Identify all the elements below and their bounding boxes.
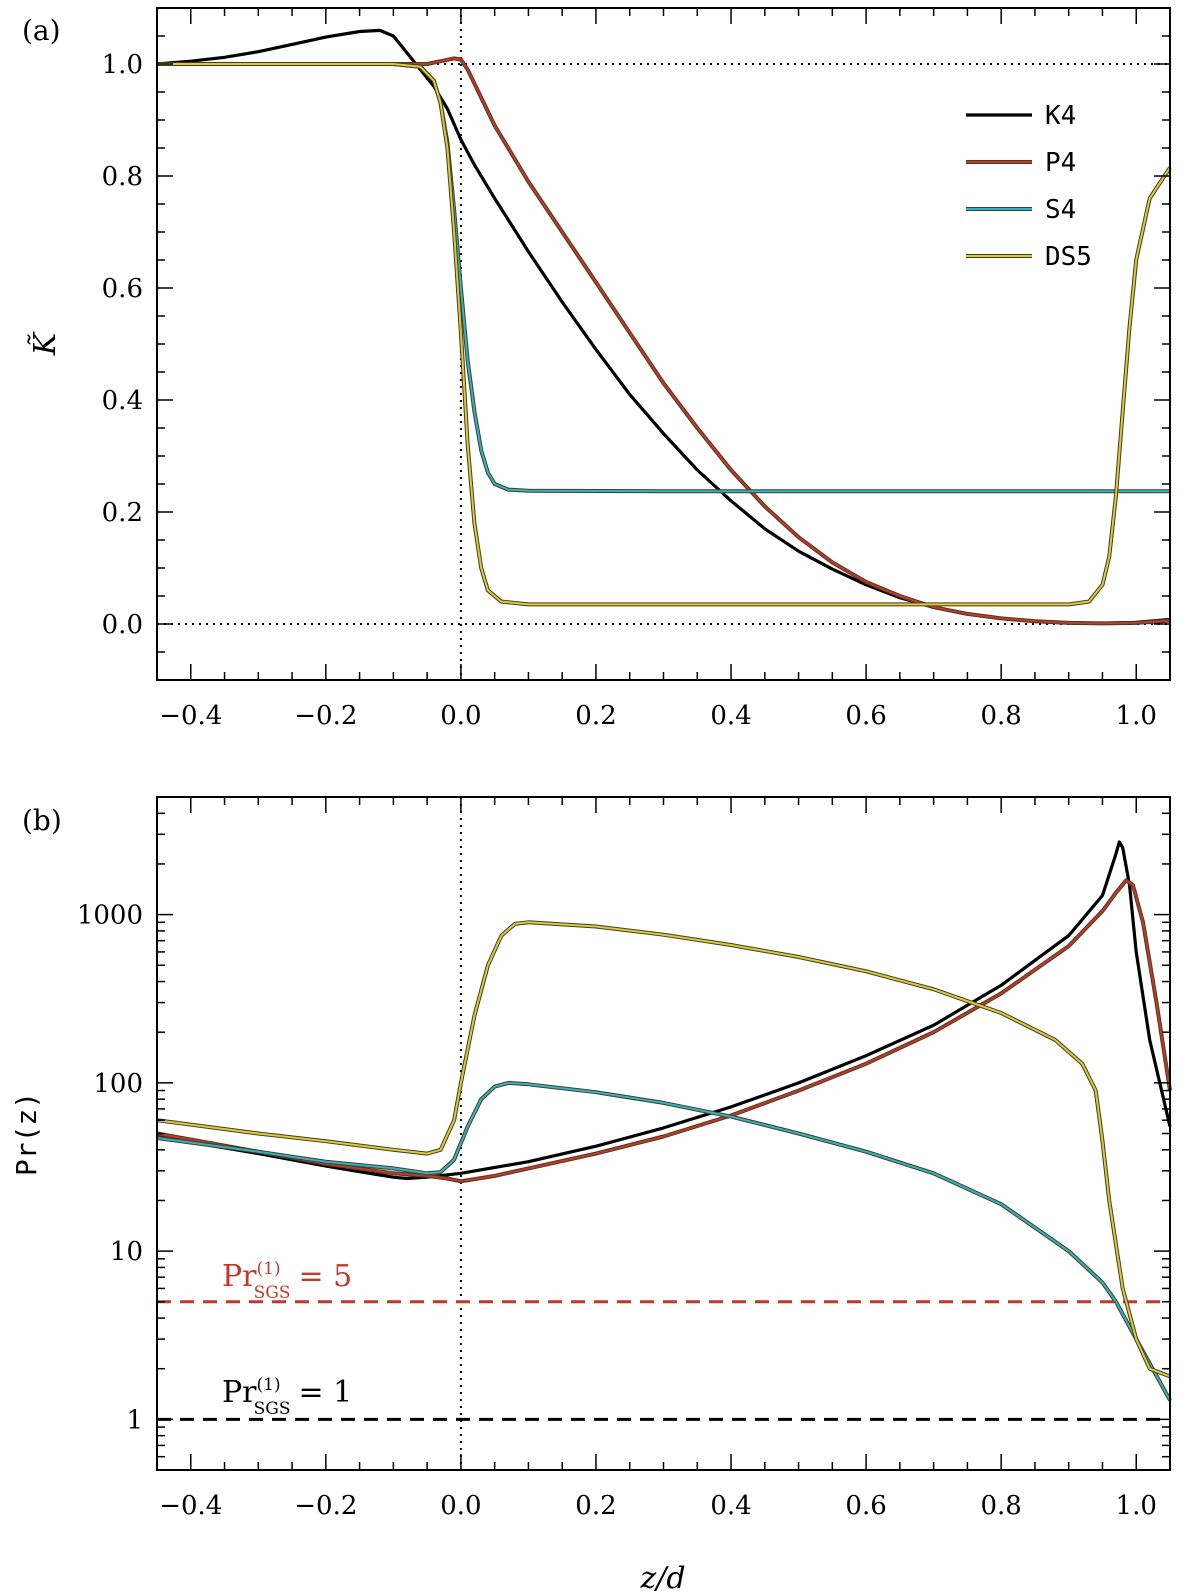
panel-b-x-tick-label: −0.4: [159, 1491, 222, 1521]
legend-item-ds5: DS5: [966, 242, 1092, 272]
panel-a-frame: [156, 7, 1171, 681]
annotation-pr-sgs-5: Pr(1) SGS = 5: [222, 1259, 352, 1303]
annotation-pr-sgs-1-sup: (1): [257, 1375, 281, 1395]
panel-a-legend: K4 P4 S4 DS5: [966, 101, 1092, 272]
panel-b-series-p4: [156, 878, 1172, 1184]
panel-b-x-tick-label: 0.0: [440, 1491, 481, 1521]
legend-label-s4: S4: [1045, 195, 1076, 225]
panel-a-y-tick-label: 0.6: [102, 274, 143, 304]
annotation-pr-sgs-1-value: = 1: [299, 1375, 353, 1410]
panel-a-line-outline-p4: [157, 56, 1171, 626]
annotation-pr-sgs-1: Pr(1) SGS = 1: [222, 1375, 352, 1419]
panel-b-y-tick-label: 1000: [77, 901, 143, 931]
panel-a-line-outline-s4: [157, 62, 1170, 494]
panel-a-series-s4: [157, 62, 1170, 494]
panel-a-line-ds5: [157, 63, 1171, 606]
panel-a-y-title: K̃: [28, 331, 63, 356]
panel-a-y-tick-label: 0.2: [102, 498, 143, 528]
panel-b-x-title: z/d: [639, 1561, 685, 1596]
panel-b-y-tick-label: 1: [126, 1405, 143, 1435]
panel-a-y-tick-label: 0.8: [102, 162, 143, 192]
panel-b-series-s4: [156, 1080, 1172, 1402]
panel-b-line-s4: [156, 1081, 1171, 1401]
panel-b: −0.4 −0.2 0.0 0.2 0.4 0.6 0.8 1.0 1 10 100 1000 (b)…: [10, 796, 1172, 1596]
panel-b-x-tick-label: 1.0: [1116, 1491, 1157, 1521]
panel-a-x-tick-label: 0.4: [710, 701, 751, 731]
panel-b-x-tick-label: 0.2: [575, 1491, 616, 1521]
panel-a-label: (a): [22, 14, 61, 47]
panel-b-line-outline-ds5: [156, 920, 1171, 1379]
annotation-pr-sgs-5-sub: SGS: [254, 1283, 291, 1303]
panel-b-label: (b): [22, 804, 62, 837]
legend-label-p4: P4: [1045, 148, 1076, 178]
panel-b-line-outline-s4: [156, 1080, 1172, 1402]
panel-b-ticks: −0.4 −0.2 0.0 0.2 0.4 0.6 0.8 1.0 1 10 100 1000: [77, 796, 1171, 1521]
panel-a-y-tick-label: 0.0: [102, 610, 143, 640]
panel-a-series-p4: [157, 56, 1171, 626]
panel-a-line-s4: [157, 63, 1170, 493]
panel-b-x-tick-label: 0.6: [845, 1491, 886, 1521]
panel-b-series-ds5: [156, 920, 1171, 1379]
panel-b-y-tick-label: 10: [110, 1237, 143, 1267]
annotation-pr-sgs-5-value: = 5: [299, 1259, 353, 1294]
panel-a-x-tick-label: 1.0: [1116, 701, 1157, 731]
panel-a-line-p4: [157, 57, 1171, 625]
panel-a-x-tick-label: 0.2: [575, 701, 616, 731]
legend-item-s4: S4: [966, 195, 1076, 225]
panel-b-line-k4: [156, 840, 1172, 1181]
panel-a-y-tick-label: 0.4: [102, 386, 143, 416]
panel-a-ticks: −0.4 −0.2 0.0 0.2 0.4 0.6 0.8 1.0 0.0 0.2 0.4 0.6 0.…: [102, 7, 1171, 731]
legend-item-k4: K4: [966, 101, 1076, 131]
panel-a-y-tick-label: 1.0: [102, 50, 143, 80]
legend-item-p4: P4: [966, 148, 1076, 178]
panel-a-series-k4: [156, 28, 1171, 625]
panel-a-series-ds5: [157, 62, 1172, 607]
panel-a-x-tick-label: −0.2: [294, 701, 357, 731]
panel-b-line-p4: [156, 879, 1171, 1183]
legend-label-ds5: DS5: [1045, 242, 1092, 272]
panel-b-frame: [156, 796, 1171, 1471]
panel-a-reference-lines: [157, 8, 1170, 680]
panel-b-x-tick-label: −0.2: [294, 1491, 357, 1521]
legend-label-k4: K4: [1045, 101, 1076, 131]
panel-a-series: [156, 28, 1172, 626]
panel-b-reference-lines: [157, 797, 1170, 1470]
panel-b-x-tick-label: 0.4: [710, 1491, 751, 1521]
panel-b-line-ds5: [156, 921, 1171, 1378]
panel-b-series-k4: [156, 840, 1172, 1181]
panel-a-x-tick-label: 0.6: [845, 701, 886, 731]
annotation-pr-sgs-1-sub: SGS: [254, 1399, 291, 1419]
panel-a-line-outline-ds5: [157, 62, 1172, 607]
panel-a-x-tick-label: −0.4: [159, 701, 222, 731]
panel-b-y-title: Pr(z): [10, 1092, 43, 1176]
panel-b-x-tick-label: 0.8: [980, 1491, 1021, 1521]
panel-a-x-tick-label: 0.0: [440, 701, 481, 731]
annotation-pr-sgs-5-main: Pr: [222, 1259, 257, 1294]
panel-a-x-tick-label: 0.8: [980, 701, 1021, 731]
panel-a-line-k4: [156, 28, 1171, 625]
annotation-pr-sgs-1-main: Pr: [222, 1375, 257, 1410]
panel-b-y-tick-label: 100: [93, 1069, 143, 1099]
annotation-pr-sgs-5-sup: (1): [257, 1259, 281, 1279]
panel-b-series: [156, 840, 1172, 1402]
panel-a: −0.4 −0.2 0.0 0.2 0.4 0.6 0.8 1.0 0.0 0.2 0.4 0.6 0.…: [22, 7, 1172, 731]
